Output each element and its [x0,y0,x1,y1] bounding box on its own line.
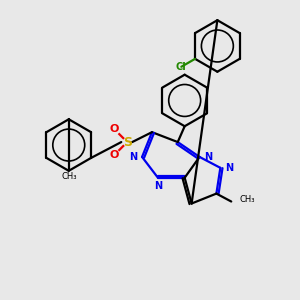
Text: N: N [204,152,212,162]
Text: N: N [154,181,162,191]
Text: S: S [123,136,132,148]
Text: Cl: Cl [176,62,187,72]
Text: CH₃: CH₃ [239,195,255,204]
Text: N: N [129,152,137,162]
Text: CH₃: CH₃ [61,172,76,181]
Text: N: N [225,163,233,173]
Text: O: O [110,150,119,160]
Text: O: O [110,124,119,134]
